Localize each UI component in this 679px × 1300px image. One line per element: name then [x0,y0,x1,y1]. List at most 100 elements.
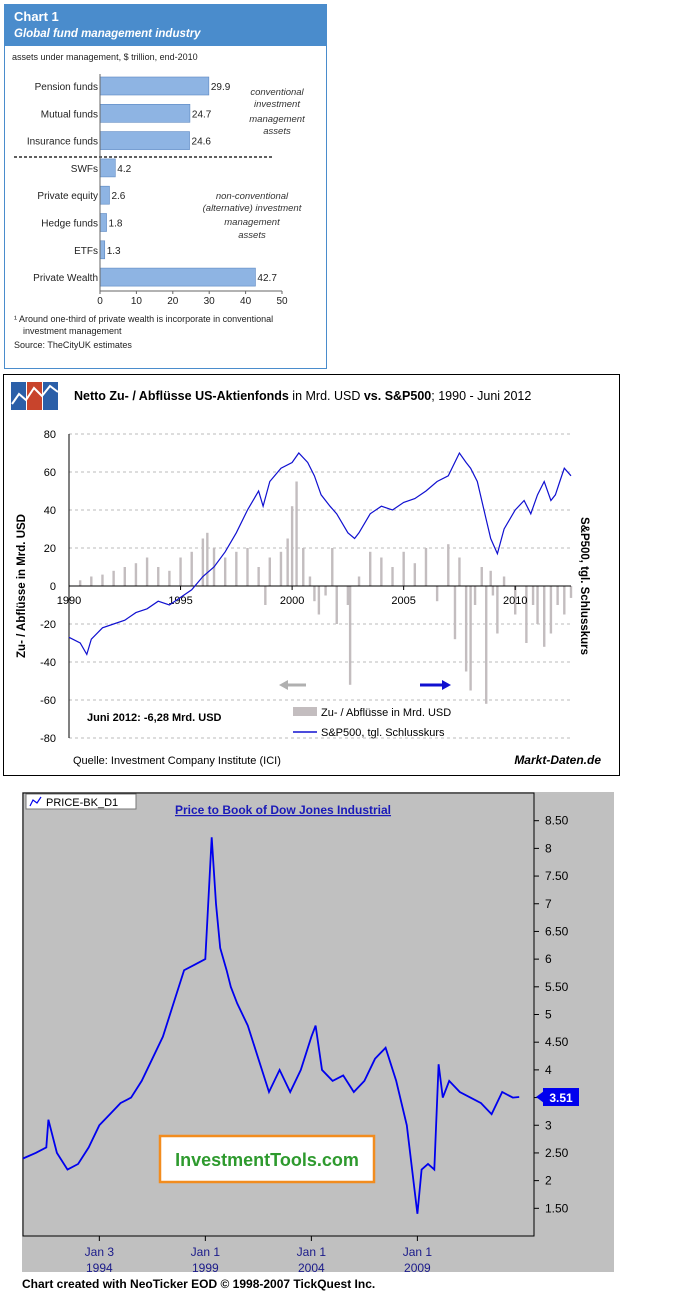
flow-bar [268,557,271,586]
sp500-line [68,451,572,656]
flow-bar [123,567,126,586]
flow-bar [556,586,559,605]
flow-bar [206,532,209,586]
y-tick-label: 4 [545,1063,552,1077]
flow-bar [145,557,149,586]
flow-bar [369,551,372,586]
flow-bar [531,586,535,605]
value-label: 24.6 [192,137,212,148]
legend-bar-swatch [293,707,317,716]
flow-bar [101,574,104,586]
flow-bar [536,586,539,624]
chart3-credit: Chart created with NeoTicker EOD © 1998-… [22,1277,375,1291]
bar [99,185,110,205]
flow-bar [346,586,350,605]
flow-bar [331,548,334,586]
y-tick-label: 80 [44,429,56,441]
chart1-units-label: assets under management, $ trillion, end… [12,52,198,62]
chart2-brand: Markt-Daten.de [514,753,601,767]
annotation-line: (alternative) investment [203,203,302,214]
x-tick-label: 2005 [391,595,415,607]
legend-bar-label: Zu- / Abflüsse in Mrd. USD [321,707,451,719]
y-tick-label: -40 [40,657,56,669]
x-tick-label: 20 [167,296,179,307]
category-label: Insurance funds [27,137,98,148]
chart2-title-part: ; 1990 - Juni 2012 [431,389,531,403]
category-label: Mutual funds [41,109,98,120]
x-tick-label: 2009 [404,1261,431,1275]
chart2-source: Quelle: Investment Company Institute (IC… [73,755,281,767]
x-tick-label: 0 [97,296,103,307]
chart2-title-part: vs. S&P500 [364,389,431,403]
chart2-title-part: Netto Zu- / Abflüsse US-Aktienfonds [74,389,289,403]
watermark-box [158,1134,376,1184]
bar [99,76,210,96]
x-tick-label: 30 [204,296,216,307]
y-tick-label: 6 [545,952,552,966]
flow-bar [569,586,573,598]
flow-bar [424,548,428,586]
flow-bar [453,586,457,640]
chart2-ylabel-left: Zu- / Abflüsse in Mrd. USD [16,514,28,658]
annotation-line: non-conventional [216,191,289,202]
x-tick-label: 50 [276,296,288,307]
chart1-annotation-conventional: conventional investment management asset… [249,87,305,137]
flow-bar [489,570,492,586]
y-tick-label: 7 [545,897,552,911]
flow-bar [78,580,82,586]
annotation-line: conventional [250,87,304,98]
bar [99,104,191,123]
x-tick-label: Jan 1 [191,1245,221,1259]
flow-bar [264,586,267,605]
x-tick-label: 2010 [503,595,527,607]
x-tick-label: 10 [131,296,143,307]
y-tick-label: 7.50 [545,869,569,883]
chart3-title-link[interactable]: Price to Book of Dow Jones Industrial [175,803,391,817]
flow-bar [279,551,283,586]
y-tick-label: 60 [44,467,56,479]
last-value-badge [543,1088,579,1107]
flow-bar [447,544,450,586]
flow-bar [469,586,472,691]
flow-bar [335,586,338,624]
flow-bar [380,557,383,586]
chart1-footnote: investment management [23,326,122,336]
y-tick-label: 3 [545,1118,552,1132]
flow-bar [201,538,205,586]
flow-bar [357,576,361,586]
category-label: Pension funds [35,82,98,93]
category-label: ETFs [74,246,98,257]
flow-bar [480,567,483,586]
price-to-book-line [22,837,520,1214]
market-daten-logo-icon [11,382,59,410]
annotation-line: assets [238,230,266,241]
chart2-title: Netto Zu- / Abflüsse US-Aktienfonds in M… [74,389,531,403]
flow-bar [257,567,260,586]
chart1-title: Chart 1 [14,9,59,24]
price-to-book-chart: 8.5087.5076.5065.5054.5043.5032.5021.50J… [22,792,614,1291]
y-tick-label: 5.50 [545,980,569,994]
x-tick-label: Jan 1 [403,1245,433,1259]
flow-bar [525,586,528,643]
x-tick-label: 40 [240,296,252,307]
flow-bar [496,586,499,634]
annotation-line: management [224,217,280,228]
y-tick-label: 0 [50,581,56,593]
watermark-text: InvestmentTools.com [175,1150,359,1170]
x-tick-label: 1995 [168,595,192,607]
chart1-source: Source: TheCityUK estimates [14,340,132,350]
category-label: Private equity [37,191,98,202]
category-label: Private Wealth [33,273,98,284]
flow-bar [348,586,352,685]
flow-bar [402,551,405,586]
x-tick-label: 2000 [280,595,304,607]
fund-management-chart: Chart 1 Global fund management industry … [4,4,327,369]
right-arrow-icon [420,680,451,690]
flow-bar [179,557,182,586]
flow-bar [563,586,566,615]
x-tick-label: 1994 [86,1261,113,1275]
flow-bar [391,567,394,586]
last-value-pointer-icon [536,1091,544,1104]
bar [99,158,116,178]
x-tick-label: Jan 1 [297,1245,327,1259]
